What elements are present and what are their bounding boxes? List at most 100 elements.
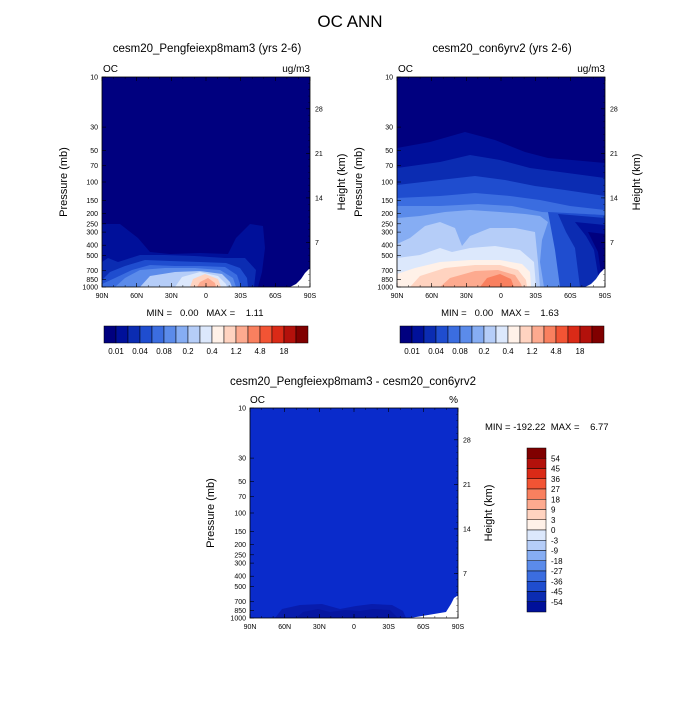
y-tick-label: 100 bbox=[86, 180, 98, 187]
x-tick-label: 60S bbox=[417, 624, 430, 631]
x-tick-label: 90N bbox=[96, 293, 109, 300]
y2-tick-label: 7 bbox=[610, 240, 614, 247]
colorbar-box bbox=[483, 325, 497, 344]
panel-3-units: % bbox=[449, 395, 458, 406]
x-tick-label: 60N bbox=[278, 624, 291, 631]
colorbar-box bbox=[526, 581, 547, 592]
y-tick-label: 700 bbox=[234, 599, 246, 606]
y-tick-label: 70 bbox=[90, 163, 98, 170]
x-tick-label: 60N bbox=[130, 293, 143, 300]
y2-tick-label: 7 bbox=[315, 240, 319, 247]
colorbar-label: 0.01 bbox=[108, 347, 124, 356]
colorbar-box bbox=[526, 601, 547, 613]
x-tick-label: 30S bbox=[234, 293, 247, 300]
panel-3-y2label: Height (km) bbox=[483, 485, 495, 542]
y-tick-label: 100 bbox=[381, 180, 393, 187]
y-tick-label: 70 bbox=[238, 494, 246, 501]
colorbar-label: 3 bbox=[551, 516, 556, 525]
colorbar-box bbox=[526, 447, 547, 459]
panel-2-minmax: MIN = 0.00 MAX = 1.63 bbox=[441, 308, 559, 319]
y2-tick-label: 7 bbox=[463, 571, 467, 578]
colorbar-box bbox=[526, 499, 547, 510]
y-tick-label: 150 bbox=[86, 198, 98, 205]
colorbar-box bbox=[526, 560, 547, 572]
colorbar-label: 4.8 bbox=[254, 347, 266, 356]
y-tick-label: 10 bbox=[90, 75, 98, 82]
panel-2: cesm20_con6yrv2 (yrs 2-6) OC ug/m3 90N 60… bbox=[353, 43, 643, 356]
colorbar-label: 0.2 bbox=[182, 347, 194, 356]
panel-3-left-label: OC bbox=[250, 395, 265, 406]
y-tick-label: 50 bbox=[385, 148, 393, 155]
colorbar-box bbox=[115, 325, 129, 344]
x-tick-label: 60N bbox=[425, 293, 438, 300]
y-tick-label: 10 bbox=[385, 75, 393, 82]
panel-3-ylabel: Pressure (mb) bbox=[205, 478, 217, 548]
colorbar-box bbox=[151, 325, 165, 344]
colorbar-box bbox=[526, 468, 547, 479]
colorbar-label: 0.08 bbox=[452, 347, 468, 356]
colorbar-label: 0.04 bbox=[428, 347, 444, 356]
colorbar-box bbox=[283, 325, 297, 344]
y-tick-label: 30 bbox=[238, 456, 246, 463]
y-tick-label: 1000 bbox=[230, 616, 246, 623]
y-tick-label: 50 bbox=[90, 148, 98, 155]
panel-2-field bbox=[397, 77, 605, 287]
colorbar-box bbox=[103, 325, 117, 344]
panel-2-units: ug/m3 bbox=[577, 64, 605, 75]
y-tick-label: 30 bbox=[90, 125, 98, 132]
y2-tick-label: 14 bbox=[610, 195, 618, 202]
colorbar-box bbox=[295, 325, 309, 344]
y-tick-label: 250 bbox=[234, 552, 246, 559]
y-tick-label: 70 bbox=[385, 163, 393, 170]
colorbar-box bbox=[471, 325, 485, 344]
colorbar-box bbox=[411, 325, 425, 344]
colorbar-box bbox=[127, 325, 141, 344]
y-tick-label: 500 bbox=[86, 253, 98, 260]
x-tick-label: 30S bbox=[382, 624, 395, 631]
y-tick-label: 400 bbox=[86, 243, 98, 250]
y-tick-label: 200 bbox=[234, 542, 246, 549]
y2-tick-label: 14 bbox=[315, 195, 323, 202]
panel-2-ylabel: Pressure (mb) bbox=[353, 147, 365, 217]
y-tick-label: 700 bbox=[381, 268, 393, 275]
x-tick-label: 30N bbox=[165, 293, 178, 300]
x-tick-label: 60S bbox=[269, 293, 282, 300]
colorbar-box bbox=[423, 325, 437, 344]
x-tick-label: 0 bbox=[352, 624, 356, 631]
y-tick-label: 850 bbox=[234, 608, 246, 615]
panel-3-field bbox=[250, 408, 458, 618]
colorbar-box bbox=[271, 325, 285, 344]
colorbar-label: 54 bbox=[551, 454, 560, 463]
x-tick-label: 60S bbox=[564, 293, 577, 300]
y-tick-label: 10 bbox=[238, 406, 246, 413]
colorbar-label: 1.2 bbox=[526, 347, 538, 356]
colorbar-box bbox=[139, 325, 153, 344]
y-tick-label: 500 bbox=[381, 253, 393, 260]
panel-3-title: cesm20_Pengfeiexp8mam3 - cesm20_con6yrv2 bbox=[230, 376, 476, 388]
colorbar-label: 4.8 bbox=[550, 347, 562, 356]
colorbar-box bbox=[235, 325, 249, 344]
panel-2-colorbar: 0.01 0.04 0.08 0.2 0.4 1.2 4.8 18 bbox=[399, 325, 605, 356]
colorbar-label: 0.2 bbox=[478, 347, 490, 356]
colorbar-box bbox=[526, 509, 547, 520]
colorbar-box bbox=[519, 325, 533, 344]
y-tick-label: 850 bbox=[86, 277, 98, 284]
x-tick-label: 90N bbox=[391, 293, 404, 300]
colorbar-label: 1.2 bbox=[230, 347, 242, 356]
y-tick-label: 400 bbox=[381, 243, 393, 250]
y-tick-label: 400 bbox=[234, 574, 246, 581]
colorbar-box bbox=[543, 325, 557, 344]
colorbar-box bbox=[567, 325, 581, 344]
y-tick-label: 250 bbox=[381, 221, 393, 228]
colorbar-label: -9 bbox=[551, 547, 559, 556]
colorbar-label: 0.4 bbox=[502, 347, 514, 356]
colorbar-box bbox=[447, 325, 461, 344]
colorbar-box bbox=[526, 540, 547, 551]
colorbar-box bbox=[526, 570, 547, 582]
panel-2-title: cesm20_con6yrv2 (yrs 2-6) bbox=[432, 43, 571, 55]
colorbar-box bbox=[526, 488, 547, 500]
colorbar-box bbox=[531, 325, 545, 344]
panel-3-axes: 90N 60N 30N 0 30S 60S 90S 10 30 50 70 100 150 200 250 3… bbox=[230, 406, 470, 632]
colorbar-label: 0 bbox=[551, 526, 556, 535]
colorbar-box bbox=[526, 519, 547, 531]
